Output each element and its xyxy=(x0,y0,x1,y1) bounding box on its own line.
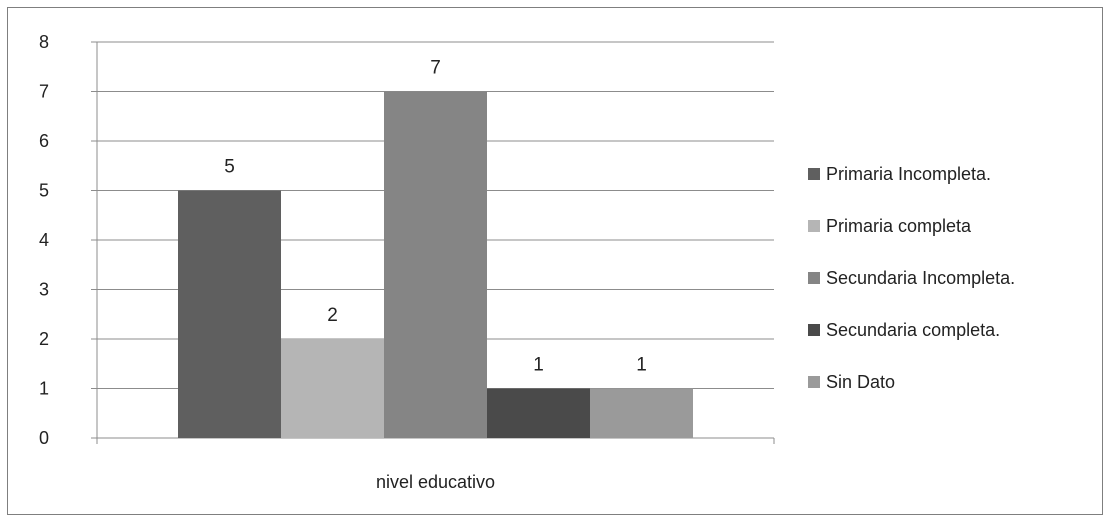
bar-primaria-completa xyxy=(281,339,384,438)
y-tick-label: 1 xyxy=(39,379,49,399)
y-tick-label: 3 xyxy=(39,280,49,300)
y-tick-label: 6 xyxy=(39,131,49,151)
legend-label: Secundaria completa. xyxy=(826,320,1000,340)
bar-sin-dato xyxy=(590,388,693,438)
data-label: 1 xyxy=(636,355,647,376)
y-tick-label: 0 xyxy=(39,428,49,448)
legend-label: Sin Dato xyxy=(826,372,895,392)
y-tick-label: 2 xyxy=(39,329,49,349)
data-label: 5 xyxy=(224,157,235,178)
data-label: 7 xyxy=(430,58,441,79)
legend-swatch xyxy=(808,168,820,180)
data-label: 2 xyxy=(327,305,338,326)
y-tick-label: 7 xyxy=(39,82,49,102)
legend-swatch xyxy=(808,324,820,336)
legend-swatch xyxy=(808,272,820,284)
bar-primaria-incompleta xyxy=(178,190,281,438)
bars xyxy=(178,91,693,438)
bar-secundaria-completa xyxy=(487,388,590,438)
y-tick-label: 8 xyxy=(39,32,49,52)
legend: Primaria Incompleta. Primaria completa Sec… xyxy=(808,164,1015,392)
legend-swatch xyxy=(808,376,820,388)
legend-swatch xyxy=(808,220,820,232)
bar-secundaria-incompleta xyxy=(384,91,487,438)
y-tick-label: 4 xyxy=(39,230,49,250)
data-labels: 5 2 7 1 1 xyxy=(224,58,647,376)
legend-label: Primaria completa xyxy=(826,216,972,236)
legend-label: Secundaria Incompleta. xyxy=(826,268,1015,288)
data-label: 1 xyxy=(533,355,544,376)
y-tick-label: 5 xyxy=(39,181,49,201)
legend-label: Primaria Incompleta. xyxy=(826,164,991,184)
x-category-label: nivel educativo xyxy=(376,472,495,492)
